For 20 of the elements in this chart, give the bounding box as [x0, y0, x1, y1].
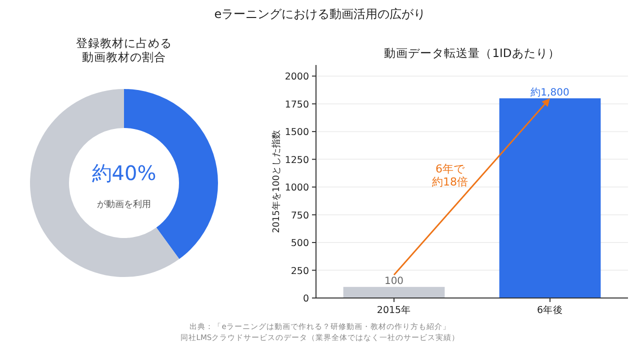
y-tick-label: 750: [290, 210, 309, 222]
y-tick-label: 1250: [284, 154, 309, 166]
y-axis-title: 2015年を100とした指数: [271, 130, 282, 234]
chart-title: 動画データ転送量（1IDあたり）: [384, 46, 560, 60]
y-tick-label: 500: [290, 238, 309, 250]
annotation: 6年で約18倍: [432, 162, 468, 189]
chart-title: 登録教材に占める動画教材の割合: [76, 36, 172, 64]
x-tick-label: 2015年: [376, 304, 412, 316]
text: が動画を利用: [97, 199, 151, 210]
y-tick-label: 1500: [284, 127, 309, 138]
data-label: 100: [384, 276, 404, 287]
text: eラーニングにおける動画活用の広がり: [214, 7, 426, 21]
x-tick-label: 6年後: [536, 304, 564, 316]
text: 約40%: [92, 161, 156, 185]
y-tick-label: 0: [302, 294, 309, 304]
y-tick-label: 1000: [284, 182, 309, 194]
y-tick-label: 1750: [284, 99, 309, 110]
data-label: 約1,800: [530, 87, 570, 98]
y-tick-label: 2000: [284, 72, 309, 83]
y-tick-label: 250: [290, 266, 309, 277]
